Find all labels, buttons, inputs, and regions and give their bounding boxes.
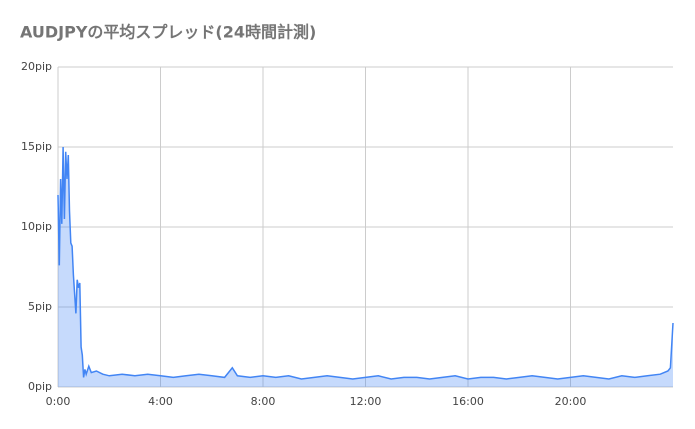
x-tick-label: 0:00 — [46, 395, 71, 408]
area-line — [57, 146, 674, 380]
x-tick-label: 4:00 — [148, 395, 173, 408]
x-tick-label: 20:00 — [555, 395, 587, 408]
y-tick-label: 10pip — [21, 220, 52, 233]
y-tick-label: 0pip — [28, 380, 52, 393]
y-tick-label: 15pip — [21, 140, 52, 153]
x-tick-label: 8:00 — [251, 395, 276, 408]
chart-title: AUDJPYの平均スプレッド(24時間計測) — [20, 23, 316, 42]
y-tick-label: 20pip — [21, 60, 52, 73]
x-tick-label: 16:00 — [452, 395, 484, 408]
x-tick-label: 12:00 — [350, 395, 382, 408]
y-tick-label: 5pip — [28, 300, 52, 313]
